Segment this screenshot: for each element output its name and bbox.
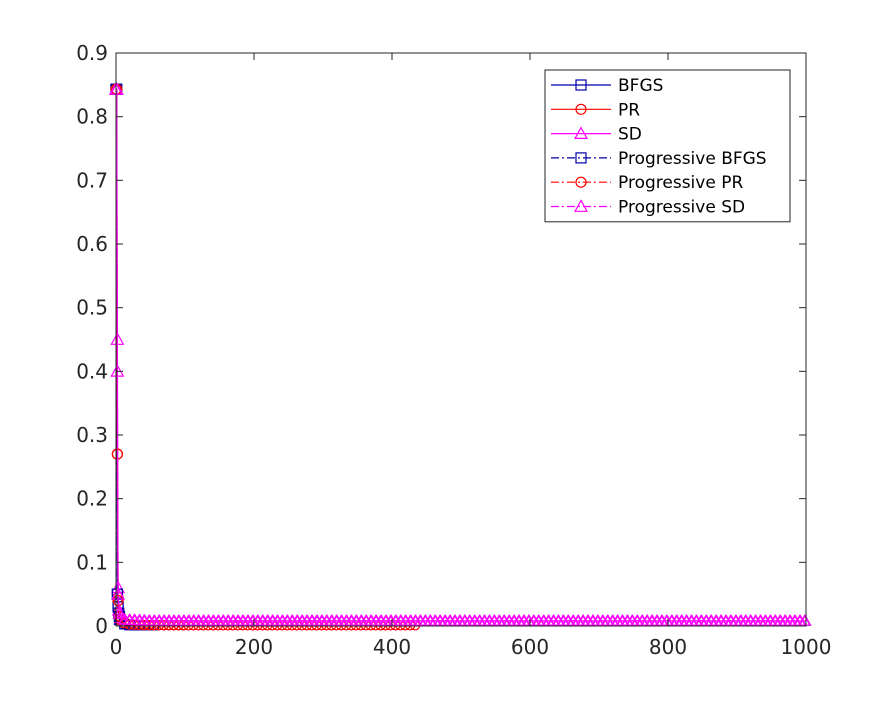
legend-marker: [575, 79, 587, 91]
legend-box: [544, 69, 791, 223]
y-tick-label: 0.6: [76, 232, 108, 256]
data-point: [112, 594, 124, 607]
y-tick-label: 0.7: [76, 168, 108, 192]
legend: BFGS PR SD Progressive BFGS Progressive PR Pr…: [544, 69, 791, 223]
legend-item: Progressive PR: [551, 173, 743, 193]
legend-marker: [573, 199, 589, 212]
data-point: [111, 586, 126, 600]
legend-marker: [573, 126, 589, 139]
legend-marker: [575, 152, 587, 164]
x-tick-label: 800: [649, 635, 687, 659]
legend-label: Progressive PR: [618, 173, 743, 193]
data-point: [798, 614, 811, 626]
y-tick-label: 0: [95, 614, 108, 638]
legend-label: PR: [618, 100, 640, 120]
y-tick-label: 0.2: [76, 487, 108, 511]
y-tick-label: 0.4: [76, 359, 108, 383]
legend-label: BFGS: [618, 76, 663, 96]
legend-item: Progressive SD: [551, 198, 745, 218]
x-tick-label: 200: [235, 635, 273, 659]
x-tick-label: 1000: [781, 635, 832, 659]
y-tick-label: 0.5: [76, 296, 108, 320]
axes-frame: [115, 52, 807, 627]
data-point: [111, 580, 126, 594]
legend-item: SD: [551, 125, 642, 145]
legend-label: SD: [618, 125, 642, 145]
legend-item: PR: [551, 100, 640, 120]
legend-label: Progressive BFGS: [618, 149, 767, 169]
series-5: [108, 82, 811, 626]
x-tick-label: 600: [511, 635, 549, 659]
legend-marker: [575, 176, 587, 188]
y-tick-label: 0.3: [76, 423, 108, 447]
data-point: [110, 364, 125, 377]
data-point: [110, 332, 125, 345]
legend-marker: [575, 103, 587, 115]
legend-item: Progressive BFGS: [551, 149, 767, 169]
x-tick-label: 0: [110, 635, 123, 659]
y-tick-label: 0.8: [76, 105, 108, 129]
x-tick-label: 400: [373, 635, 411, 659]
series-layer: [108, 82, 812, 631]
data-point: [109, 82, 124, 95]
y-tick-label: 0.1: [76, 550, 108, 574]
axes-layer: 0 200 400 600 800 1000 0 0.1 0.2 0.3 0.4 0.5 0.6 0.7 0…: [76, 41, 831, 659]
legend-item: BFGS: [551, 76, 663, 96]
legend-label: Progressive SD: [618, 198, 745, 218]
y-tick-label: 0.9: [76, 41, 108, 65]
